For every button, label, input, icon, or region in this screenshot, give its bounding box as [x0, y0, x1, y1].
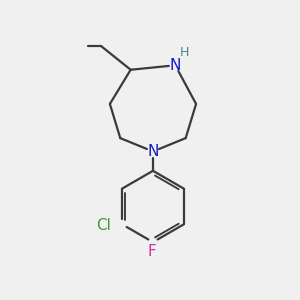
Text: F: F	[147, 244, 156, 259]
Text: H: H	[179, 46, 189, 59]
Text: N: N	[147, 144, 159, 159]
Text: Cl: Cl	[96, 218, 111, 233]
Text: N: N	[169, 58, 181, 73]
